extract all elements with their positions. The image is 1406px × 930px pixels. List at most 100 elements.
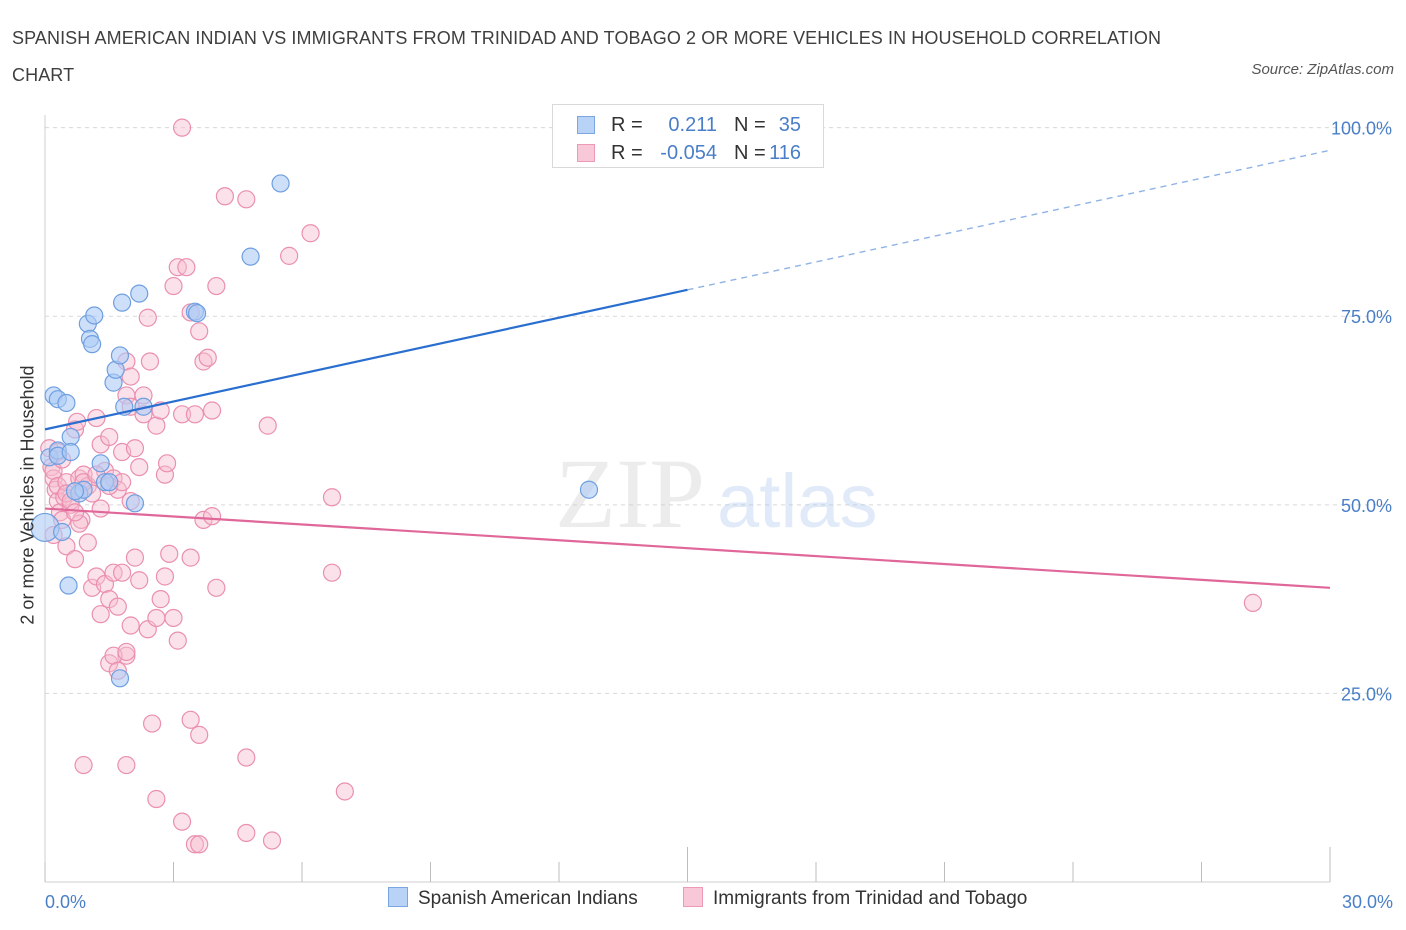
gridlines [45,127,1390,694]
data-point-trinidad [164,608,183,628]
data-point-trinidad [112,563,132,582]
data-point-trinidad [130,571,149,590]
data-point-trinidad [172,405,192,424]
y-tick-label: 75.0% [1341,307,1392,327]
chart-title: SPANISH AMERICAN INDIAN VS IMMIGRANTS FR… [12,28,1162,85]
data-point-trinidad [50,503,70,522]
bottom-legend-label: Immigrants from Trinidad and Tobago [713,888,1028,909]
data-point-spanish [83,335,102,354]
data-point-spanish [130,284,149,303]
trend-line-spanish [44,288,688,431]
bottom-legend-spanish[interactable]: Spanish American Indians [388,886,638,910]
watermark-atlas: atlas [717,459,878,544]
data-point-spanish [61,442,80,462]
data-point-trinidad [78,533,97,552]
data-point-spanish [241,247,260,266]
legend-n-label: N = [734,142,766,164]
data-point-trinidad [181,710,200,729]
data-point-trinidad [280,246,299,265]
bottom-legend-trinidad[interactable]: Immigrants from Trinidad and Tobago [683,886,1028,910]
bottom-legend-swatch-pink [683,886,703,907]
data-point-spanish [110,669,130,688]
data-point-trinidad [121,616,140,635]
legend-n-label: N = [734,114,766,136]
source-label: Source: ZipAtlas.com [1251,61,1394,78]
trend-lines [44,149,1331,589]
data-point-spanish [112,293,132,312]
data-point-spanish [61,427,80,447]
data-point-spanish [271,174,290,193]
data-point-trinidad [172,118,192,137]
data-point-trinidad [1243,593,1263,612]
data-point-trinidad [237,190,256,209]
data-point-trinidad [130,457,149,477]
data-point-trinidad [108,597,127,616]
tick-labels: 25.0% 50.0% 75.0% 100.0% 0.0% 30.0% [45,119,1393,912]
data-point-trinidad [151,590,170,609]
axes [44,115,1331,883]
stats-legend: R = 0.211 N = 35 R = -0.054 N = 116 [552,104,824,168]
data-point-trinidad [140,352,160,371]
trend-line-spanish-extension [687,149,1331,291]
data-point-trinidad [207,578,226,597]
data-point-trinidad [190,322,209,341]
y-tick-label: 50.0% [1341,496,1392,516]
data-point-trinidad [190,835,209,854]
legend-swatch-pink [577,144,595,162]
data-point-spanish [53,522,72,542]
data-point-trinidad [65,503,85,522]
data-point-trinidad [157,454,177,473]
legend-swatch-blue [577,116,595,134]
data-point-trinidad [117,755,136,775]
data-point-trinidad [185,405,205,424]
data-point-trinidad [70,514,89,533]
data-point-trinidad [142,714,162,733]
data-point-trinidad [147,789,166,809]
data-point-trinidad [237,748,256,767]
data-point-trinidad [172,812,192,831]
data-point-spanish [91,454,110,473]
data-point-trinidad [198,348,217,367]
data-point-spanish [85,306,104,325]
data-point-spanish [59,576,78,595]
legend-r-label: R = [611,114,643,136]
data-point-trinidad [168,631,187,650]
legend-r-value: 0.211 [668,114,717,136]
data-point-trinidad [322,488,342,507]
data-point-trinidad [100,427,119,447]
data-point-trinidad [160,544,179,563]
legend-r-label: R = [611,142,643,164]
data-point-trinidad [91,499,110,518]
data-point-trinidad [207,276,226,296]
legend-row-spanish: R = 0.211 N = 35 [553,111,823,139]
data-point-trinidad [147,416,166,435]
data-point-spanish [579,480,599,499]
y-tick-label: 100.0% [1331,119,1392,139]
x-tick-label: 0.0% [45,892,86,912]
series-trinidad-points [40,118,1263,854]
data-point-spanish [57,393,76,413]
data-point-trinidad [202,507,222,526]
data-point-trinidad [185,835,205,854]
data-point-trinidad [181,548,200,567]
data-point-trinidad [322,563,342,582]
data-point-trinidad [258,416,277,435]
data-point-trinidad [335,782,354,801]
data-point-trinidad [125,439,145,458]
data-point-trinidad [155,567,175,586]
legend-n-value: 116 [769,142,801,164]
data-point-trinidad [147,608,166,628]
data-point-trinidad [117,642,136,662]
watermark: ZIP atlas [555,438,878,549]
data-point-trinidad [74,755,93,775]
x-tick-label: 30.0% [1342,892,1393,912]
data-point-trinidad [215,187,234,206]
data-point-trinidad [164,276,183,296]
legend-n-value: 35 [778,114,801,136]
data-point-trinidad [262,831,282,850]
bottom-legend-label: Spanish American Indians [418,888,638,909]
series-spanish-points [30,174,599,688]
data-point-trinidad [65,550,85,569]
legend-r-value: -0.054 [660,142,717,164]
